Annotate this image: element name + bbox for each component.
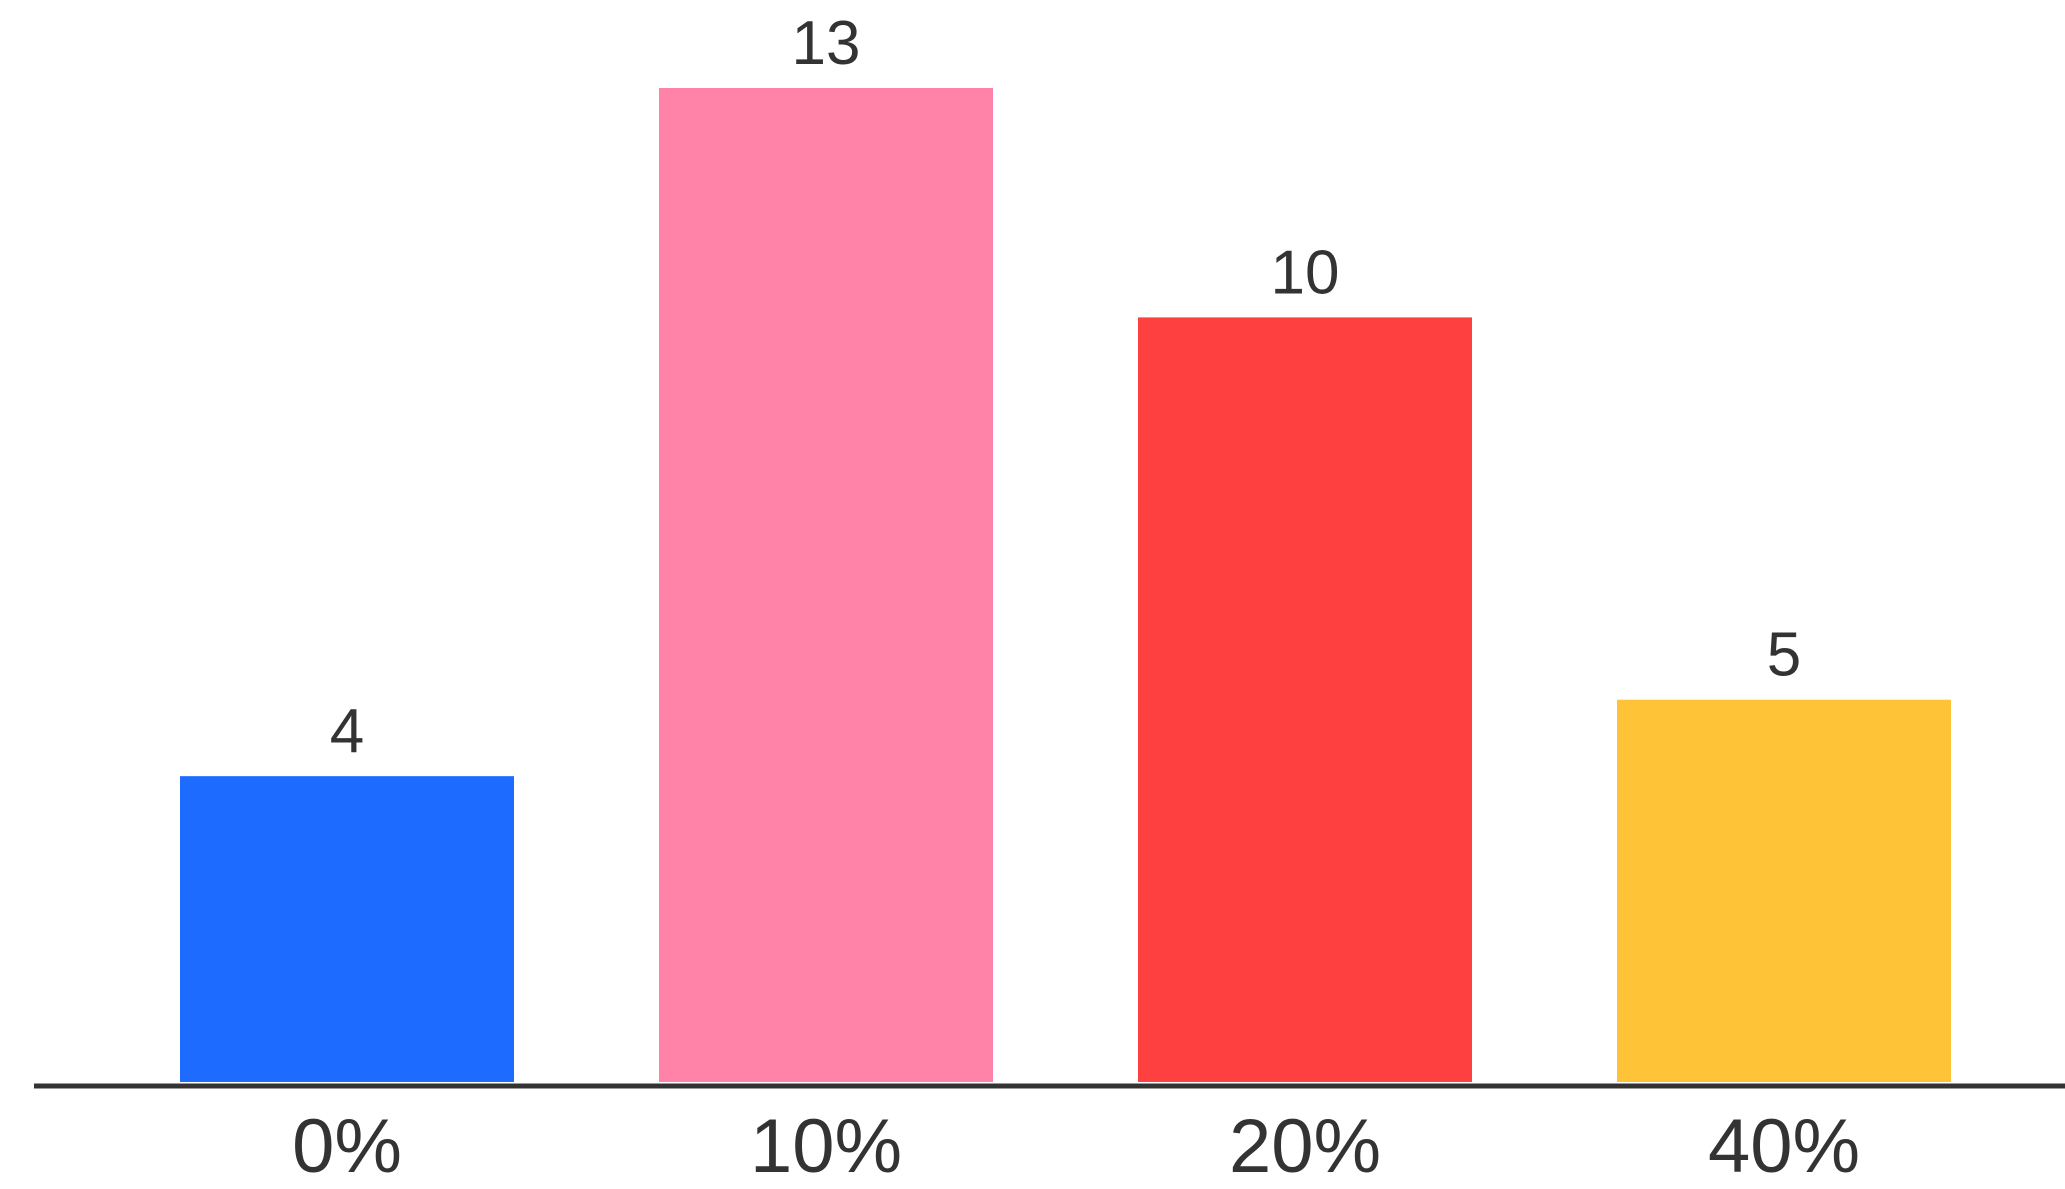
x-tick-label-3: 40% xyxy=(1708,1104,1860,1184)
value-label-3: 5 xyxy=(1767,621,1801,690)
bar-3 xyxy=(1617,699,1951,1082)
bar-0 xyxy=(180,776,514,1082)
x-tick-label-0: 0% xyxy=(292,1104,402,1184)
tick-labels-layer: 0% 10% 20% 40% xyxy=(292,1104,1860,1189)
bar-1 xyxy=(659,88,993,1082)
value-label-1: 13 xyxy=(792,9,861,78)
x-tick-label-1: 10% xyxy=(750,1104,902,1184)
x-tick-label-2: 20% xyxy=(1229,1104,1381,1184)
value-label-2: 10 xyxy=(1271,238,1340,307)
value-label-0: 4 xyxy=(330,697,364,766)
value-labels-layer: 4 13 10 5 xyxy=(330,9,1801,766)
bars-layer xyxy=(180,88,1951,1082)
bar-2 xyxy=(1138,317,1472,1082)
